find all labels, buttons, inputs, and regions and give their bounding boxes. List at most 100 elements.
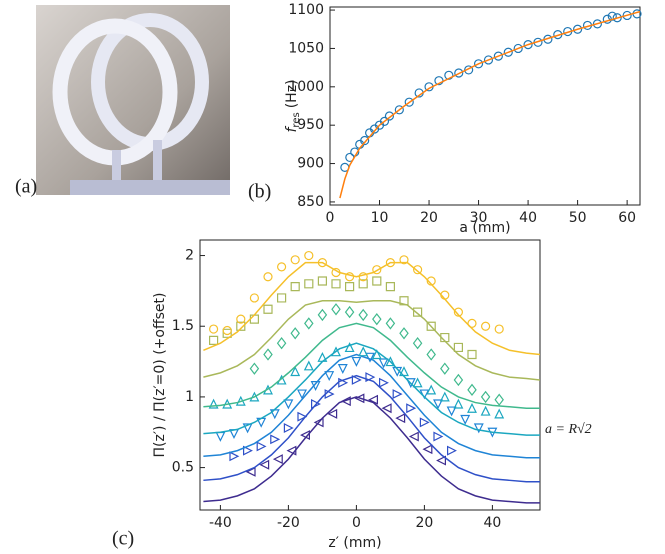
data-point xyxy=(371,349,382,360)
y-tick-label: 1100 xyxy=(288,2,324,18)
data-point xyxy=(229,451,240,462)
data-point xyxy=(222,325,232,336)
data-point xyxy=(406,403,417,414)
fit-line xyxy=(203,353,540,459)
data-point xyxy=(483,55,494,65)
photo xyxy=(36,5,230,195)
data-point xyxy=(331,267,341,278)
data-point xyxy=(338,377,349,388)
y-tick-label: 1000 xyxy=(288,79,324,95)
y-axis-label: fres (Hz) xyxy=(284,79,302,132)
data-point xyxy=(379,377,389,388)
data-point xyxy=(464,65,474,75)
data-point xyxy=(440,332,450,343)
data-point xyxy=(399,327,409,340)
data-point xyxy=(408,431,419,442)
data-point xyxy=(351,374,362,385)
x-tick-label: -20 xyxy=(277,515,300,531)
data-point xyxy=(344,342,355,353)
fit-line xyxy=(203,300,540,381)
data-point xyxy=(454,68,464,78)
data-point xyxy=(378,358,389,369)
data-point xyxy=(440,362,450,375)
data-point xyxy=(513,43,523,54)
data-point xyxy=(385,317,396,330)
data-point xyxy=(297,411,308,422)
data-point xyxy=(209,335,219,345)
x-tick-label: 40 xyxy=(483,515,501,531)
data-point xyxy=(324,389,335,400)
data-point xyxy=(503,47,513,57)
x-tick-label: 50 xyxy=(569,210,587,226)
y-tick-label: 850 xyxy=(297,194,324,210)
data-point xyxy=(259,459,270,470)
data-point xyxy=(523,40,533,50)
data-point xyxy=(300,430,310,441)
y-tick-label: 950 xyxy=(297,117,324,133)
data-point xyxy=(395,413,406,424)
data-point xyxy=(413,307,423,317)
data-point xyxy=(368,394,378,405)
data-point xyxy=(419,417,430,428)
data-point xyxy=(283,399,294,410)
x-tick-label: 60 xyxy=(618,210,636,226)
x-axis-label: z′ (mm) xyxy=(328,535,381,551)
fit-line xyxy=(203,261,540,356)
data-point xyxy=(345,282,355,292)
plot-area xyxy=(203,250,540,504)
y-tick-label: 1 xyxy=(185,389,194,405)
data-point xyxy=(208,398,219,409)
x-tick-label: 0 xyxy=(326,210,335,226)
data-point xyxy=(304,279,314,289)
y-tick-label: 1050 xyxy=(288,40,324,56)
data-point xyxy=(283,423,294,433)
data-point xyxy=(310,381,321,391)
data-point xyxy=(236,314,246,324)
data-point xyxy=(276,262,287,272)
annotation: a = R√2 xyxy=(545,422,592,437)
data-point xyxy=(381,403,392,414)
data-point xyxy=(331,279,341,289)
data-point xyxy=(399,366,409,377)
data-point xyxy=(436,455,446,466)
y-tick-label: 2 xyxy=(185,248,194,264)
data-point xyxy=(350,147,360,157)
panel-label: (b) xyxy=(248,181,271,203)
data-point xyxy=(242,423,253,434)
data-point xyxy=(385,356,396,367)
data-point xyxy=(365,352,375,363)
data-point xyxy=(249,293,260,303)
data-point xyxy=(426,276,436,286)
data-point xyxy=(480,321,491,331)
panel-label: (c) xyxy=(112,528,134,550)
data-point xyxy=(344,272,355,282)
data-point xyxy=(263,272,273,282)
data-point xyxy=(358,272,368,282)
data-point xyxy=(607,11,617,21)
data-point xyxy=(480,405,491,416)
data-point xyxy=(439,391,450,402)
data-point xyxy=(433,399,443,410)
data-point xyxy=(290,327,300,340)
data-point xyxy=(317,276,327,286)
x-tick-label: -40 xyxy=(209,515,232,531)
data-point xyxy=(453,342,463,353)
data-point xyxy=(453,398,464,409)
data-point xyxy=(394,105,404,115)
data-point xyxy=(573,24,583,34)
data-point xyxy=(622,10,632,21)
data-point xyxy=(405,378,416,389)
data-point xyxy=(311,399,321,409)
y-tick-label: 1.5 xyxy=(172,318,194,334)
data-point xyxy=(372,276,382,286)
data-point xyxy=(270,434,281,445)
y-label-subscript: res xyxy=(291,112,302,127)
data-point xyxy=(426,384,437,395)
data-point xyxy=(324,371,335,382)
fit-line xyxy=(203,396,540,504)
data-point xyxy=(245,466,256,477)
data-point xyxy=(412,377,423,388)
data-point xyxy=(379,116,390,126)
data-point xyxy=(290,255,300,265)
